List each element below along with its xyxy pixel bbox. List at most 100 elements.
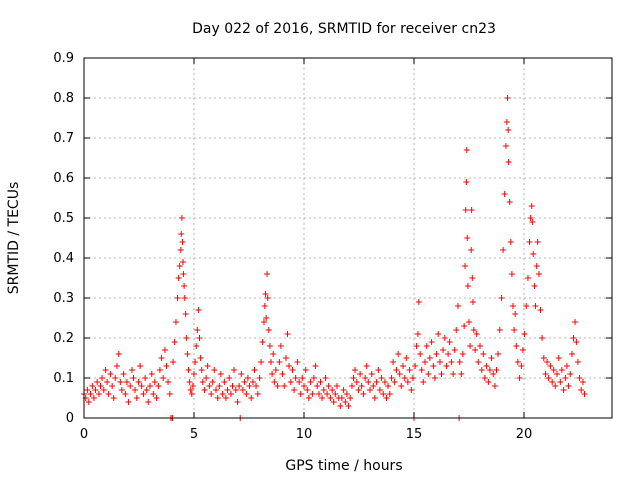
data-point [347, 395, 354, 401]
data-point [545, 375, 552, 381]
data-point [95, 391, 102, 397]
data-point [158, 355, 165, 361]
data-point [238, 371, 245, 377]
data-point [391, 379, 398, 385]
data-point [325, 383, 332, 389]
data-point [371, 395, 378, 401]
data-point [423, 343, 430, 349]
data-point [496, 327, 503, 333]
y-tick-label: 0.7 [53, 131, 74, 146]
data-point [219, 391, 226, 397]
data-point [181, 295, 188, 301]
data-point [271, 379, 278, 385]
data-point [552, 383, 559, 389]
data-point [533, 263, 540, 269]
data-point [175, 275, 182, 281]
data-point [540, 355, 547, 361]
data-point [329, 387, 336, 393]
data-point [208, 391, 215, 397]
data-point [529, 219, 536, 225]
data-point [304, 387, 311, 393]
data-point [262, 291, 269, 297]
data-point [199, 379, 206, 385]
data-point [477, 343, 483, 349]
data-point [155, 383, 162, 389]
data-point [534, 239, 541, 245]
data-point [498, 295, 505, 301]
data-point [367, 387, 373, 393]
data-point [370, 383, 377, 389]
data-point [360, 391, 367, 397]
data-point [383, 395, 390, 401]
data-point [502, 143, 509, 149]
data-point [107, 371, 114, 377]
data-point [578, 387, 585, 393]
data-point [246, 383, 253, 389]
data-point [132, 387, 139, 393]
data-point [537, 307, 544, 313]
x-tick-label: 5 [190, 427, 198, 442]
data-point [256, 375, 263, 381]
data-point [310, 375, 317, 381]
data-point [418, 367, 425, 373]
data-point [573, 339, 580, 345]
data-point [388, 375, 395, 381]
data-point [179, 239, 186, 245]
data-point [461, 323, 468, 329]
y-tick-label: 0.9 [53, 51, 74, 66]
data-point [355, 387, 362, 393]
data-point [197, 355, 204, 361]
axis-ticks: 0 0.1 0.2 0.3 0.4 0.5 0.6 0.7 0.8 0.9 0 5 10 15 20 [53, 51, 612, 442]
data-point [170, 359, 177, 365]
data-point [343, 391, 350, 397]
data-point [505, 127, 512, 133]
data-point [535, 271, 542, 277]
data-point [195, 307, 202, 313]
data-point [554, 371, 560, 377]
data-point [345, 403, 352, 409]
data-point [563, 363, 570, 369]
data-point [450, 371, 457, 377]
data-point [191, 371, 197, 377]
data-point [150, 391, 157, 397]
data-point [85, 399, 92, 405]
data-point [282, 355, 289, 361]
data-point [118, 387, 125, 393]
data-point [426, 355, 433, 361]
data-point [348, 383, 355, 389]
data-point [187, 387, 194, 393]
data-point [176, 263, 183, 269]
data-point [459, 351, 466, 357]
data-point [90, 395, 97, 401]
data-point [334, 383, 340, 389]
data-point [97, 383, 104, 389]
data-point [206, 383, 213, 389]
data-point [438, 371, 445, 377]
data-point [510, 303, 516, 309]
data-point [505, 159, 512, 165]
data-point [270, 351, 277, 357]
data-point [234, 399, 241, 405]
data-point [221, 379, 228, 385]
data-point [417, 351, 424, 357]
data-point [277, 343, 284, 349]
data-point [287, 379, 294, 385]
data-point [253, 383, 260, 389]
data-point [299, 375, 306, 381]
data-point [488, 355, 495, 361]
data-point [248, 395, 255, 401]
data-point [115, 351, 122, 357]
data-point [276, 359, 283, 365]
data-point [264, 271, 271, 277]
data-point [104, 379, 111, 385]
data-point [467, 343, 474, 349]
data-point [404, 379, 411, 385]
data-point [214, 395, 221, 401]
y-tick-label: 0.1 [53, 371, 74, 386]
data-point [138, 383, 145, 389]
y-tick-label: 0.2 [53, 331, 74, 346]
data-point [236, 383, 243, 389]
data-point [125, 399, 132, 405]
data-point [99, 375, 106, 381]
